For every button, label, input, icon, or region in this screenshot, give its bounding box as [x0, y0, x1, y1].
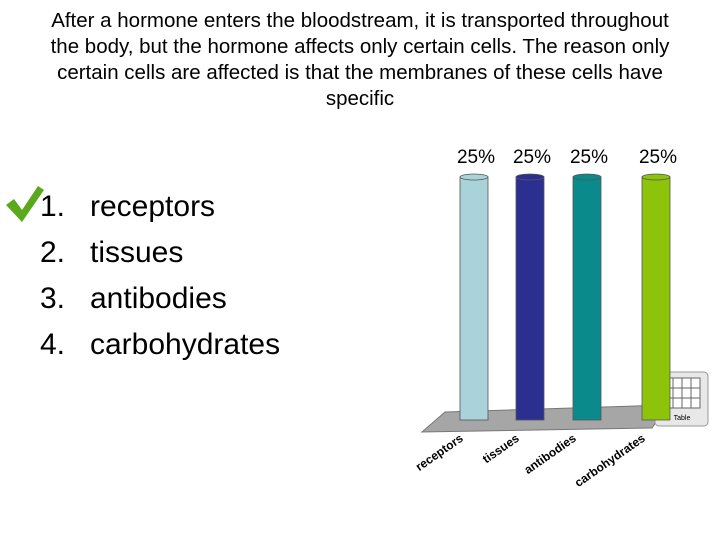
chart-floor — [420, 404, 669, 433]
x-tick-label: carbohydrates — [572, 431, 648, 490]
option-text: tissues — [90, 236, 184, 269]
value-label: 25% — [513, 147, 551, 168]
bar-cap — [515, 173, 545, 181]
check-mark — [6, 186, 44, 222]
option: 4. carbohydrates — [40, 328, 280, 374]
option: 3. antibodies — [40, 282, 280, 328]
x-tick-label: antibodies — [522, 431, 579, 477]
bar-cap — [641, 173, 671, 181]
bar — [515, 176, 545, 421]
value-label: 25% — [570, 147, 608, 168]
bar — [459, 176, 489, 421]
value-label: 25% — [639, 147, 677, 168]
bar-cap — [459, 173, 489, 181]
option-text: carbohydrates — [90, 328, 281, 361]
option: 1. receptors — [40, 190, 280, 236]
bar — [641, 176, 671, 421]
value-label: 25% — [457, 147, 495, 168]
bar-cap — [572, 173, 602, 181]
question: After a hormone enters the bloodstream, … — [50, 9, 670, 110]
option: 2. tissues — [40, 236, 280, 282]
option-text: receptors — [90, 190, 216, 223]
option-number: 3. — [40, 282, 66, 315]
x-tick-label: receptors — [413, 431, 466, 474]
option-number: 4. — [40, 328, 66, 361]
option-number: 2. — [40, 236, 66, 269]
bar — [572, 176, 602, 421]
table-label: Table — [674, 415, 691, 422]
option-number: 1. — [40, 190, 66, 223]
option-text: antibodies — [90, 282, 227, 315]
x-tick-label: tissues — [480, 431, 522, 466]
options: 1. receptors 2. tissues 3. antibodies 4. carboh… — [40, 190, 280, 374]
